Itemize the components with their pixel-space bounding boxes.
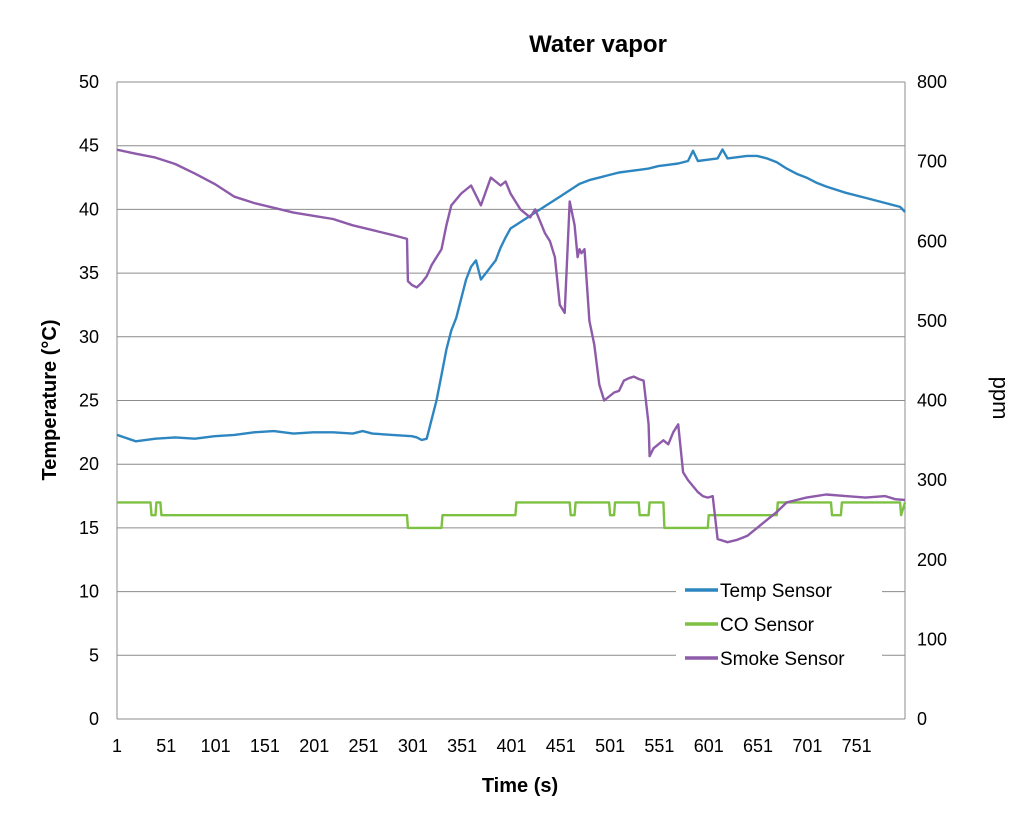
y-tick-label-5: 5: [89, 645, 99, 665]
x-tick-label-651: 651: [743, 736, 773, 756]
x-tick-label-51: 51: [156, 736, 176, 756]
y-tick-label-35: 35: [79, 263, 99, 283]
x-tick-label-751: 751: [842, 736, 872, 756]
series-lines: [116, 148, 907, 544]
y-tick-label-40: 40: [79, 199, 99, 219]
temp-sensor-line: [116, 148, 906, 443]
y2-tick-label-100: 100: [917, 629, 947, 649]
x-tick-label-101: 101: [201, 736, 231, 756]
chart-title: Water vapor: [529, 31, 667, 58]
x-axis-title: Time (s): [482, 775, 558, 797]
x-tick-label-251: 251: [349, 736, 379, 756]
x-tick-label-501: 501: [595, 736, 625, 756]
y-tick-label-0: 0: [89, 709, 99, 729]
x-tick-label-601: 601: [694, 736, 724, 756]
y2-tick-label-800: 800: [917, 72, 947, 92]
x-tick-label-301: 301: [398, 736, 428, 756]
x-tick-label-351: 351: [447, 736, 477, 756]
tick-labels: 0510152025303540455001002003004005006007…: [79, 72, 947, 756]
legend-label-co: CO Sensor: [720, 615, 815, 636]
x-tick-label-1: 1: [112, 736, 122, 756]
y2-tick-label-200: 200: [917, 550, 947, 570]
legend: Temp Sensor CO Sensor Smoke Sensor: [676, 574, 882, 674]
x-tick-label-451: 451: [546, 736, 576, 756]
x-tick-label-151: 151: [250, 736, 280, 756]
y2-tick-label-0: 0: [917, 709, 927, 729]
legend-label-temp: Temp Sensor: [720, 581, 833, 602]
legend-label-smoke: Smoke Sensor: [720, 649, 845, 670]
y-tick-label-15: 15: [79, 518, 99, 538]
y-tick-label-10: 10: [79, 582, 99, 602]
y2-tick-label-600: 600: [917, 231, 947, 251]
axes: [116, 82, 906, 720]
y2-tick-label-700: 700: [917, 152, 947, 172]
y-tick-label-20: 20: [79, 454, 99, 474]
y-tick-label-50: 50: [79, 72, 99, 92]
y2-tick-label-400: 400: [917, 391, 947, 411]
x-tick-label-701: 701: [792, 736, 822, 756]
y-axis-title: Temperature (°C): [39, 320, 61, 481]
grid-lines: [117, 81, 905, 656]
y-tick-label-25: 25: [79, 391, 99, 411]
co-sensor-line: [117, 501, 907, 530]
y2-axis-title: ppm: [988, 377, 1013, 420]
x-tick-label-551: 551: [644, 736, 674, 756]
x-tick-label-201: 201: [299, 736, 329, 756]
y-tick-label-30: 30: [79, 327, 99, 347]
y-tick-label-45: 45: [79, 136, 99, 156]
smoke-sensor-line: [116, 148, 906, 544]
y2-tick-label-300: 300: [917, 470, 947, 490]
x-tick-label-401: 401: [496, 736, 526, 756]
y2-tick-label-500: 500: [917, 311, 947, 331]
